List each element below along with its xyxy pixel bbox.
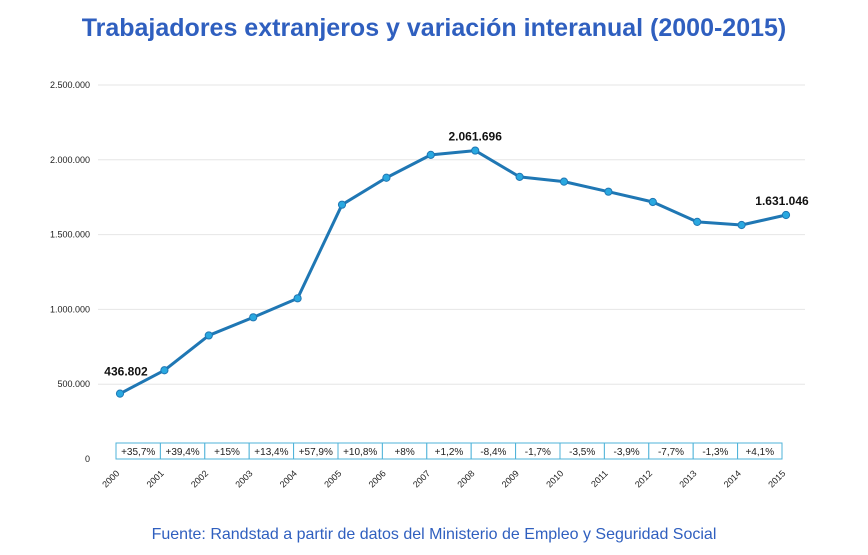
x-tick-label: 2008 <box>455 468 476 489</box>
variation-table: +35,7% +39,4% +15% +13,4% +57,9% +10,8% +8% +1,… <box>115 442 783 460</box>
data-point <box>204 331 213 340</box>
x-tick-label: 2011 <box>589 468 610 489</box>
variation-label: -3,5% <box>569 447 595 458</box>
data-label: 1.631.046 <box>755 194 809 208</box>
x-tick-label: 2009 <box>500 468 521 489</box>
variation-label: +1,2% <box>435 447 464 458</box>
data-point <box>471 146 480 155</box>
data-point <box>115 389 125 398</box>
variation-label: -1,3% <box>702 447 728 458</box>
series-line <box>118 149 788 396</box>
data-point <box>160 366 169 375</box>
x-tick-label: 2007 <box>411 468 432 489</box>
data-point <box>693 217 702 226</box>
y-tick-label: 500.000 <box>57 379 90 389</box>
variation-label: +35,7% <box>121 447 155 458</box>
data-point <box>249 313 258 322</box>
variation-label: +39,4% <box>165 447 199 458</box>
series-markers <box>115 146 791 398</box>
y-tick-label: 1.500.000 <box>50 230 90 240</box>
variation-label: -3,9% <box>614 447 640 458</box>
variation-label: +8% <box>394 447 414 458</box>
y-axis: 0 500.000 1.000.000 1.500.000 2.000.000 2.500… <box>50 80 90 464</box>
variation-label: +57,9% <box>299 447 333 458</box>
x-tick-label: 2014 <box>722 468 743 489</box>
variation-label: +4,1% <box>745 447 774 458</box>
data-point <box>737 220 746 230</box>
y-tick-label: 2.500.000 <box>50 80 90 90</box>
variation-label: +10,8% <box>343 447 377 458</box>
variation-label: -8,4% <box>480 447 506 458</box>
variation-label: -7,7% <box>658 447 684 458</box>
data-point <box>559 177 569 186</box>
x-tick-label: 2012 <box>633 468 654 489</box>
x-tick-label: 2004 <box>278 468 299 489</box>
data-label: 436.802 <box>104 365 148 379</box>
variation-box <box>737 442 783 460</box>
gridlines <box>98 84 805 385</box>
data-labels: 436.802 2.061.696 1.631.046 <box>104 130 809 379</box>
x-tick-label: 2013 <box>677 468 698 489</box>
x-tick-label: 2002 <box>189 468 210 489</box>
x-tick-label: 2015 <box>766 468 787 489</box>
y-tick-label: 0 <box>85 454 90 464</box>
variation-label: +15% <box>214 447 240 458</box>
x-tick-label: 2010 <box>544 468 565 489</box>
variation-label: +13,4% <box>254 447 288 458</box>
x-axis: 2000 2001 2002 2003 2004 2005 2006 2007 2008 2009… <box>100 468 787 489</box>
variation-label: -1,7% <box>525 447 551 458</box>
x-tick-label: 2001 <box>145 468 166 489</box>
data-point <box>781 210 791 220</box>
x-tick-label: 2000 <box>100 468 121 489</box>
x-tick-label: 2005 <box>322 468 343 489</box>
data-point <box>648 197 657 207</box>
data-point <box>426 150 435 159</box>
y-tick-label: 2.000.000 <box>50 155 90 165</box>
source-note: Fuente: Randstad a partir de datos del M… <box>151 526 717 543</box>
data-point <box>515 172 524 181</box>
x-tick-label: 2003 <box>233 468 254 489</box>
y-tick-label: 1.000.000 <box>50 304 90 314</box>
data-point <box>382 173 391 182</box>
data-point <box>337 200 347 209</box>
chart-title: Trabajadores extranjeros y variación int… <box>81 14 787 42</box>
data-point <box>293 294 302 303</box>
data-label: 2.061.696 <box>449 130 503 144</box>
data-point <box>604 187 613 196</box>
series-line-path <box>118 149 788 396</box>
x-tick-label: 2006 <box>367 468 388 489</box>
